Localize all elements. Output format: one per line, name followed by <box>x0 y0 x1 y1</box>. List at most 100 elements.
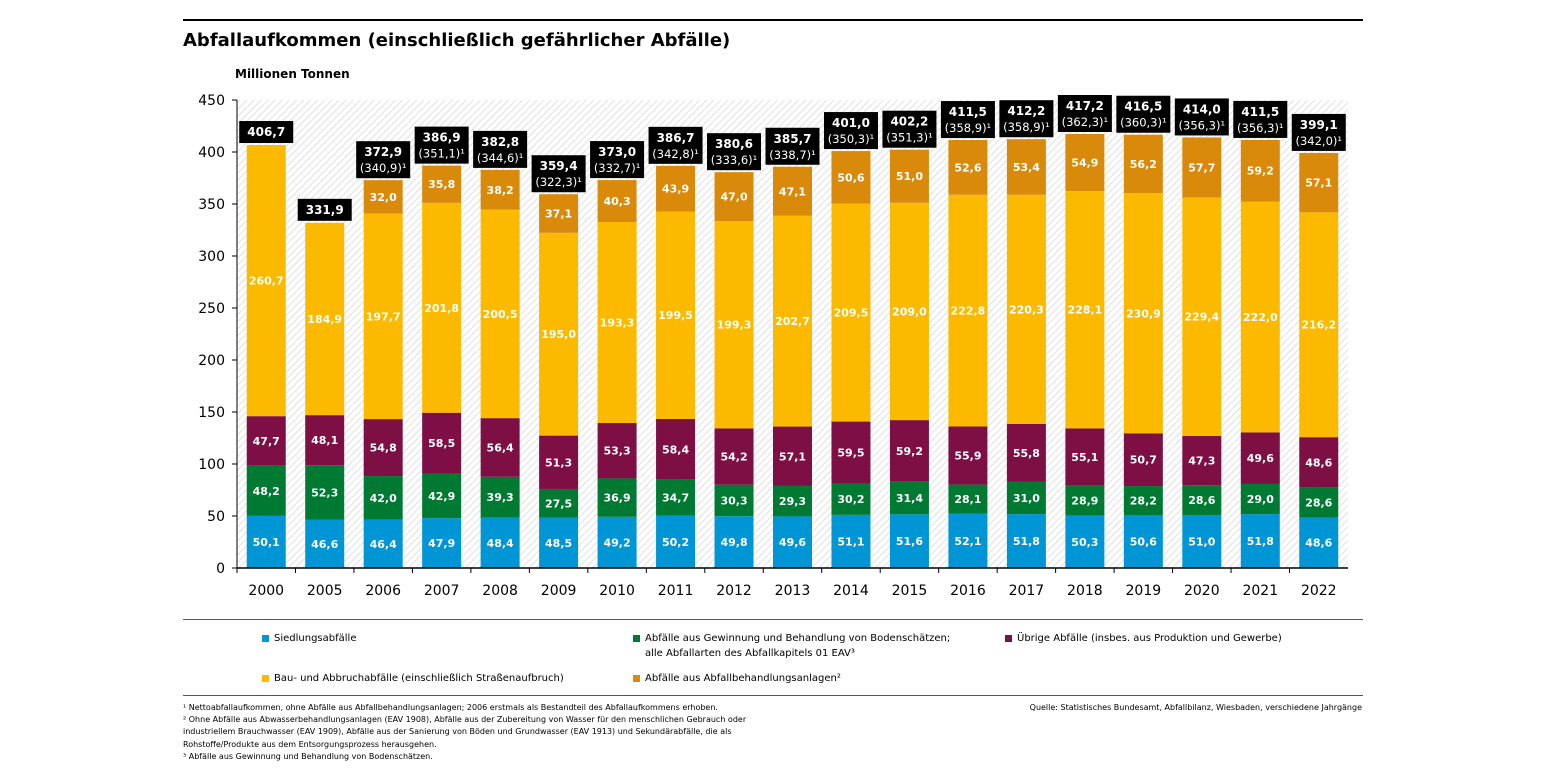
data-label: 47,0 <box>720 191 747 204</box>
footnote-2: ² Ohne Abfälle aus Abwasserbehandlungsan… <box>183 715 747 725</box>
bar-segment <box>1006 194 1046 424</box>
data-label: 34,7 <box>662 492 689 505</box>
net-total-value: (356,3)¹ <box>1179 118 1226 132</box>
bar-segment <box>246 416 286 466</box>
bar-segment <box>597 516 637 568</box>
x-tick-label: 2022 <box>1301 583 1337 599</box>
footnote-3: ³ Abfälle aus Gewinnung und Behandlung v… <box>183 751 433 761</box>
data-label: 199,3 <box>717 319 752 332</box>
bar-segment <box>656 211 696 419</box>
total-value: 417,2 <box>1066 99 1104 113</box>
data-label: 28,6 <box>1188 494 1215 507</box>
data-label: 50,6 <box>837 171 864 184</box>
data-label: 200,5 <box>483 308 518 321</box>
y-axis-label: Millionen Tonnen <box>235 67 350 81</box>
bar-segment <box>1006 423 1046 482</box>
data-label: 54,2 <box>720 451 747 464</box>
bar-segment <box>246 465 286 516</box>
data-label: 57,7 <box>1188 161 1215 174</box>
bar-segment <box>714 484 754 517</box>
net-total-value: (350,3)¹ <box>828 132 875 146</box>
net-total-value: (358,9)¹ <box>1003 120 1050 134</box>
bar-segment <box>948 140 988 195</box>
bar-segment <box>363 476 403 520</box>
legend-label: Abfälle aus Gewinnung und Behandlung von… <box>645 633 951 644</box>
data-label: 54,8 <box>370 442 397 455</box>
bar-segment <box>1182 197 1222 437</box>
net-total-value: (356,3)¹ <box>1237 121 1284 135</box>
net-total-value: (322,3)¹ <box>535 175 582 189</box>
bar-segment <box>1006 139 1046 195</box>
net-total-value: (338,7)¹ <box>769 148 816 162</box>
x-tick-label: 2006 <box>365 583 401 599</box>
footnote-2-cont: Rohstoffe/Produkte aus dem Entsorgungspr… <box>183 739 437 749</box>
x-tick-label: 2008 <box>482 583 518 599</box>
bar-segment <box>1299 487 1339 518</box>
data-label: 216,2 <box>1301 319 1336 332</box>
data-label: 49,2 <box>604 536 631 549</box>
bar-segment <box>363 213 403 420</box>
data-label: 28,6 <box>1305 497 1332 510</box>
bar-segment <box>1182 514 1222 568</box>
bar-segment <box>422 518 462 568</box>
total-value: 399,1 <box>1300 118 1338 132</box>
bar-segment <box>363 419 403 477</box>
data-label: 46,4 <box>370 538 397 551</box>
legend-item: Übrige Abfälle (insbes. aus Produktion u… <box>1005 631 1282 646</box>
data-label: 42,9 <box>428 490 455 503</box>
data-label: 58,5 <box>428 437 455 450</box>
data-label: 209,0 <box>892 305 927 318</box>
data-label: 57,1 <box>1305 177 1332 190</box>
total-box <box>356 141 411 179</box>
bar-segment <box>246 145 286 417</box>
x-tick-label: 2017 <box>1009 583 1045 599</box>
bar-segment <box>305 465 345 520</box>
data-label: 32,0 <box>370 191 397 204</box>
data-label: 51,1 <box>837 535 864 548</box>
bar-segment <box>889 149 929 203</box>
data-label: 56,4 <box>487 441 514 454</box>
bar-segment <box>1299 152 1339 213</box>
data-label: 50,2 <box>662 536 689 549</box>
total-box <box>999 100 1054 138</box>
total-value: 386,7 <box>657 131 695 145</box>
x-tick-label: 2000 <box>248 583 284 599</box>
bar-segment <box>1299 517 1339 568</box>
total-value: 411,5 <box>1241 105 1279 119</box>
total-value: 401,0 <box>832 116 870 130</box>
x-tick-label: 2014 <box>833 583 869 599</box>
legend-item: Abfälle aus Gewinnung und Behandlung von… <box>633 631 950 661</box>
x-tick-label: 2015 <box>892 583 928 599</box>
data-label: 222,8 <box>951 305 986 318</box>
data-label: 47,7 <box>253 435 280 448</box>
total-box <box>1057 95 1112 133</box>
data-label: 59,2 <box>896 445 923 458</box>
bar-segment <box>363 519 403 568</box>
y-tick-label: 350 <box>198 197 225 213</box>
total-box <box>765 127 820 165</box>
data-label: 229,4 <box>1184 311 1219 324</box>
bar-segment <box>889 420 929 482</box>
bar-segment <box>1123 134 1163 194</box>
total-value: 382,8 <box>481 135 519 149</box>
data-label: 49,6 <box>1247 452 1274 465</box>
bar-segment <box>1299 212 1339 438</box>
data-label: 47,3 <box>1188 455 1215 468</box>
legend-swatch <box>633 635 640 642</box>
data-label: 30,3 <box>720 494 747 507</box>
total-value: 385,7 <box>774 132 812 146</box>
bar-segment <box>1065 428 1105 486</box>
x-tick-label: 2016 <box>950 583 986 599</box>
data-label: 48,6 <box>1305 456 1332 469</box>
legend-label: Bau- und Abbruchabfälle (einschließlich … <box>274 673 564 684</box>
bar-segment <box>773 426 812 486</box>
footer-rule <box>183 695 1363 696</box>
bar-segment <box>831 151 871 204</box>
legend-label: Übrige Abfälle (insbes. aus Produktion u… <box>1017 633 1282 644</box>
net-total-value: (340,9)¹ <box>360 161 407 175</box>
bar-segment <box>1240 514 1280 568</box>
bar-segment <box>714 428 754 485</box>
stacked-bar-chart: 0 50 100 150 200 250 300 350 400 450 2000 2005 2006 2… <box>198 93 1348 599</box>
total-box <box>414 126 469 164</box>
data-label: 59,5 <box>837 447 864 460</box>
